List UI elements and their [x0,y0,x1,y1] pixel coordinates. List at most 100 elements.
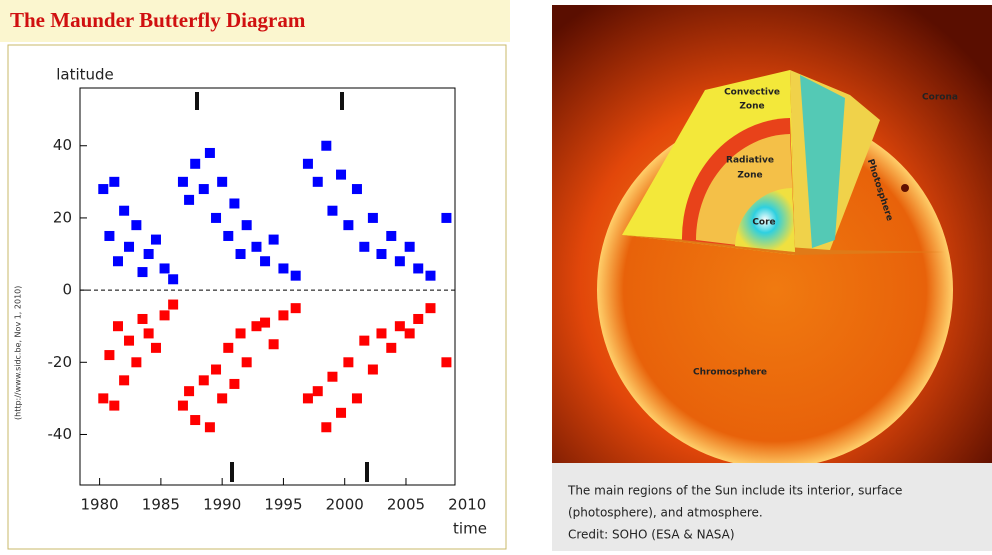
point [368,213,378,223]
point [151,343,161,353]
point [269,235,279,245]
source-note: (http://www.sidc.be, Nov 1, 2010) [14,286,23,420]
label: Corona [922,93,958,103]
point [269,339,279,349]
point [223,231,233,241]
point [113,321,123,331]
x-tick-label: 2005 [387,496,425,514]
point [242,357,252,367]
chart-title: The Maunder Butterfly Diagram [10,8,306,32]
label: Chromosphere [693,368,767,378]
point [291,271,301,281]
point [405,242,415,252]
point [251,321,261,331]
point [178,401,188,411]
point [278,310,288,320]
point [124,242,134,252]
x-tick-label: 2000 [326,496,364,514]
point [359,242,369,252]
point [242,220,252,230]
label: Radiative [726,156,774,166]
point [151,235,161,245]
x-tick-label: 1990 [203,496,241,514]
point [321,141,331,151]
sunspot [901,184,909,192]
point [98,184,108,194]
caption-line: (photosphere), and atmosphere. [568,506,763,520]
point [199,184,209,194]
point [336,170,346,180]
point [131,220,141,230]
point [386,343,396,353]
x-axis-label: time [453,520,487,538]
point [217,177,227,187]
point [352,393,362,403]
point [327,372,337,382]
point [260,318,270,328]
point [405,328,415,338]
point [144,249,154,259]
point [395,256,405,266]
point [160,263,170,273]
y-tick-label: 20 [53,208,72,226]
point [303,159,313,169]
point [160,310,170,320]
point [104,231,114,241]
caption-line: The main regions of the Sun include its … [567,484,902,498]
point [291,303,301,313]
point [260,256,270,266]
point [178,177,188,187]
point [343,357,353,367]
point [144,328,154,338]
point [131,357,141,367]
point [199,375,209,385]
point [109,401,119,411]
point [98,393,108,403]
point [104,350,114,360]
y-tick-label: 0 [62,281,72,299]
point [352,184,362,194]
point [413,263,423,273]
point [386,231,396,241]
x-tick-label: 1980 [81,496,119,514]
page: The Maunder Butterfly Diagram latitude t… [0,0,992,551]
chart-panel [8,45,506,549]
point [223,343,233,353]
point [190,159,200,169]
point [303,393,313,403]
y-axis-label: latitude [56,66,114,84]
point [395,321,405,331]
point [236,328,246,338]
point [211,213,221,223]
point [138,314,148,324]
point [251,242,261,252]
x-tick-label: 2010 [448,496,486,514]
point [138,267,148,277]
point [229,198,239,208]
point [359,336,369,346]
point [184,386,194,396]
point [168,274,178,284]
point [321,422,331,432]
point [441,357,451,367]
x-tick-label: 1985 [142,496,180,514]
label: Convective [724,88,780,98]
label: Core [752,218,775,228]
point [425,303,435,313]
point [113,256,123,266]
y-tick-label: 40 [53,136,72,154]
point [336,408,346,418]
point [205,148,215,158]
point [124,336,134,346]
point [119,206,129,216]
point [205,422,215,432]
point [313,177,323,187]
point [211,365,221,375]
point [168,300,178,310]
y-tick-label: -20 [48,353,73,371]
point [327,206,337,216]
x-tick-label: 1995 [264,496,302,514]
point [109,177,119,187]
point [313,386,323,396]
point [236,249,246,259]
